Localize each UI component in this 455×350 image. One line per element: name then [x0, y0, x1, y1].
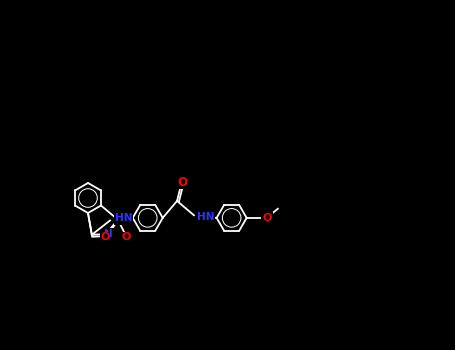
Text: O: O	[263, 213, 272, 223]
Text: HN: HN	[197, 212, 214, 222]
Text: S: S	[114, 215, 121, 225]
Text: O: O	[177, 176, 187, 189]
Text: N: N	[104, 229, 113, 239]
Text: HN: HN	[115, 214, 132, 223]
Text: O: O	[100, 232, 110, 242]
Text: O: O	[121, 232, 131, 242]
